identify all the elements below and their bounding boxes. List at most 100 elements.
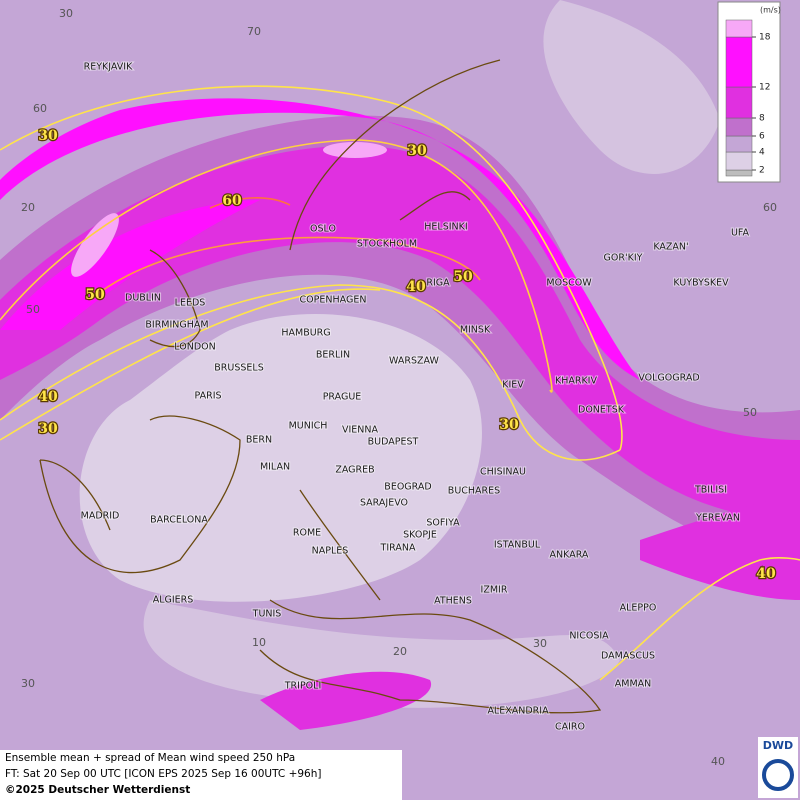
city-label: TRIPOLI [284,681,322,692]
city-label: SKOPJE [403,530,437,541]
graticule-label: 30 [533,637,547,650]
footer-line: ©2025 Deutscher Wetterdienst [5,784,190,796]
graticule-label: 70 [247,25,261,38]
city-label: SOFIYA [426,518,460,529]
contour-label: 40 [756,566,776,582]
city-label: SARAJEVO [360,498,408,509]
footer-line: Ensemble mean + spread of Mean wind spee… [5,752,295,764]
city-label: ZAGREB [335,465,374,476]
city-label: STOCKHOLM [357,239,417,250]
city-label: VOLGOGRAD [638,373,699,384]
legend-swatch [725,117,753,137]
city-label: BEOGRAD [384,482,431,493]
city-label: VIENNA [342,425,379,436]
legend-swatch [725,36,753,88]
graticule-label: 20 [393,645,407,658]
city-label: YEREVAN [695,513,740,524]
contour-label: 30 [407,143,427,159]
legend-swatch [725,151,753,171]
city-label: DONETSK [578,405,625,416]
city-label: TUNIS [252,609,282,620]
city-label: CAIRO [555,722,585,733]
legend-swatch [725,135,753,153]
footer: Ensemble mean + spread of Mean wind spee… [0,737,798,800]
city-label: ALEPPO [620,603,657,614]
city-label: ANKARA [550,550,589,561]
city-label: DAMASCUS [601,651,655,662]
graticule-label: 50 [743,406,757,419]
graticule-label: 60 [33,102,47,115]
city-label: BERN [246,435,272,446]
city-label: KHARKIV [555,376,598,387]
city-label: UFA [731,228,750,239]
contour-label: 40 [406,279,426,295]
graticule-label: 30 [59,7,73,20]
city-label: BUCHARES [448,486,500,497]
legend-tick-label: 4 [759,148,765,158]
isotachs [0,85,800,681]
contour-label: 50 [85,287,105,303]
legend: (m/s) 2 4 6 8 12 18 [717,1,781,183]
logo-text: DWD [763,739,793,752]
coastlines [39,59,602,714]
graticule-label: 10 [252,636,266,649]
city-label: MADRID [81,511,120,522]
city-label: TIRANA [380,543,416,554]
legend-tick-label: 18 [759,33,771,43]
city-label: MOSCOW [546,278,592,289]
city-label: PARIS [194,391,221,402]
city-label: DUBLIN [125,293,161,304]
city-label: COPENHAGEN [300,295,367,306]
city-label: BRUSSELS [214,363,263,374]
footer-box [0,750,402,800]
legend-swatch [725,19,753,38]
city-label: MILAN [260,462,290,473]
city-label: HAMBURG [281,328,330,339]
city-label: GOR'KIY [604,253,643,264]
contour-labels: 30 30 60 50 50 40 40 30 30 40 [37,127,777,584]
city-label: CHISINAU [480,467,526,478]
city-label: MINSK [460,325,491,336]
city-label: BARCELONA [150,515,208,526]
legend-tick-label: 8 [759,114,765,124]
city-label: ALGIERS [153,595,194,606]
city-label: RIGA [426,278,450,289]
contour-label: 30 [38,128,58,144]
contour-label: 50 [453,269,473,285]
graticule-label: 30 [21,677,35,690]
logo-mark [762,759,794,791]
city-label: PRAGUE [323,392,362,403]
city-label: OSLO [310,224,336,235]
legend-tick-label: 6 [759,132,765,142]
city-label: HELSINKI [424,222,467,233]
contour-label: 40 [38,389,58,405]
contour-label: 60 [222,193,242,209]
city-label: ALEXANDRIA [487,706,549,717]
city-label: MUNICH [289,421,328,432]
city-label: LONDON [174,342,215,353]
contour-label: 30 [499,417,519,433]
city-label: BUDAPEST [368,437,419,448]
legend-tick-label: 2 [759,166,765,176]
spread-field [0,0,800,730]
city-label: NAPLES [312,546,349,557]
city-label: TBILISI [694,485,727,496]
graticule-label: 20 [21,201,35,214]
city-label: BERLIN [316,350,350,361]
city-label: REYKJAVIK [84,62,133,73]
city-label: ATHENS [434,596,472,607]
city-label: BIRMINGHAM [145,320,208,331]
city-label: ISTANBUL [494,540,541,551]
city-label: AMMAN [615,679,652,690]
footer-line: FT: Sat 20 Sep 00 UTC [ICON EPS 2025 Sep… [5,768,321,780]
graticule-label: 50 [26,303,40,316]
legend-swatch [725,86,753,119]
city-label: LEEDS [175,298,206,309]
city-label: ROME [293,528,321,539]
city-labels: REYKJAVIK OSLO STOCKHOLM HELSINKI RIGA COPENH… [80,61,751,734]
city-label: NICOSIA [569,631,609,642]
graticule-labels: 30 70 60 20 50 60 50 10 20 30 30 40 [21,7,777,768]
graticule-label: 60 [763,201,777,214]
legend-tick-label: 12 [759,83,770,93]
